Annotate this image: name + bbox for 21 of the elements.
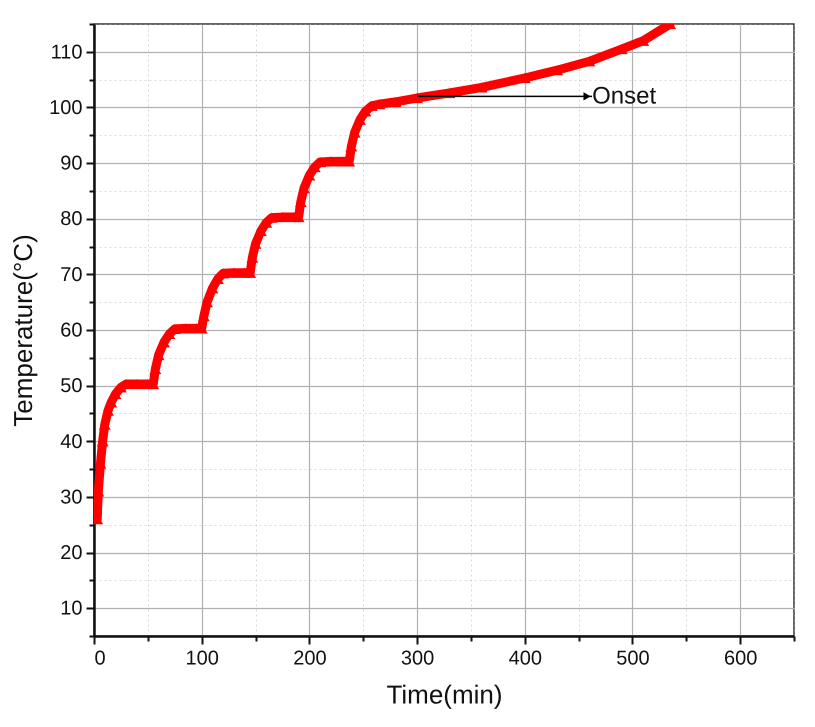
x-tick-label: 600 bbox=[724, 648, 758, 670]
y-tick-label: 100 bbox=[49, 96, 82, 119]
y-tick-label: 110 bbox=[50, 41, 82, 64]
y-tick-label: 20 bbox=[60, 542, 82, 564]
y-tick-label: 10 bbox=[60, 598, 82, 620]
y-tick-label: 60 bbox=[60, 320, 82, 342]
x-tick-label: 100 bbox=[186, 648, 219, 670]
x-tick-label: 400 bbox=[508, 648, 542, 670]
y-axis-title: Temperature(°C) bbox=[8, 234, 38, 427]
x-axis-title: Time(min) bbox=[386, 680, 503, 710]
x-tick-label: 200 bbox=[293, 648, 327, 670]
y-tick-label: 40 bbox=[60, 430, 82, 453]
y-tick-label: 80 bbox=[60, 208, 82, 230]
y-tick-label: 90 bbox=[60, 152, 82, 175]
x-tick-label: 500 bbox=[616, 648, 650, 670]
y-tick-label: 30 bbox=[60, 486, 82, 508]
x-tick-label: 0 bbox=[94, 648, 106, 670]
annotation: Onset bbox=[592, 82, 656, 110]
x-tick-label: 300 bbox=[400, 648, 434, 670]
y-tick-label: 50 bbox=[60, 375, 82, 398]
y-tick-label: 70 bbox=[60, 264, 82, 286]
